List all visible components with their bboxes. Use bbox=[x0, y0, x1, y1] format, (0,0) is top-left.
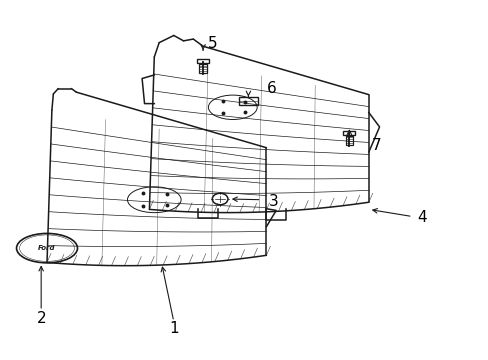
Text: 4: 4 bbox=[417, 210, 427, 225]
Text: 2: 2 bbox=[37, 311, 47, 325]
Bar bbox=[199, 64, 206, 73]
Bar bbox=[197, 59, 208, 63]
Text: Ford: Ford bbox=[38, 245, 56, 251]
Bar bbox=[345, 136, 352, 145]
Text: 3: 3 bbox=[268, 194, 278, 209]
Text: 5: 5 bbox=[207, 36, 217, 51]
Text: 7: 7 bbox=[370, 139, 380, 153]
Text: 6: 6 bbox=[266, 81, 276, 96]
Text: 1: 1 bbox=[169, 321, 178, 336]
Bar bbox=[343, 131, 354, 135]
Bar bbox=[238, 97, 258, 105]
